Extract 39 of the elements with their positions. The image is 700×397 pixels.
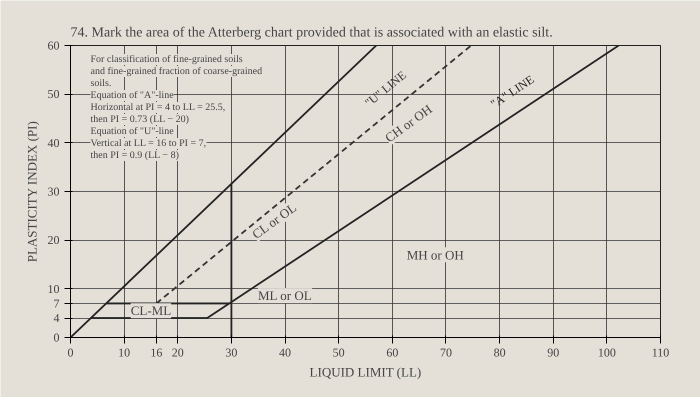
x-tick-label: 110 — [652, 346, 670, 360]
x-tick-label: 10 — [118, 346, 130, 360]
x-tick-label: 50 — [332, 346, 345, 360]
x-tick-label: 70 — [440, 346, 452, 360]
y-tick-label: 50 — [48, 87, 60, 102]
y-tick-label: 0 — [54, 330, 60, 344]
annotation: CL or OL — [249, 200, 300, 242]
x-tick-label: 90 — [547, 346, 560, 360]
x-tick-label: 40 — [279, 346, 292, 360]
annotation: Horizontal at PI = 4 to LL = 25.5, — [90, 102, 226, 113]
y-tick-label: 4 — [54, 311, 60, 326]
annotation: For classification of fine-grained soils — [90, 54, 243, 65]
x-tick-label: 0 — [68, 346, 74, 360]
annotation: Equation of "U"-line — [90, 126, 174, 137]
x-axis-title: LIQUID LIMIT (LL) — [310, 364, 422, 380]
x-tick-label: 16 — [150, 346, 162, 360]
y-tick-label: 60 — [48, 38, 60, 52]
x-tick-label: 60 — [386, 346, 398, 360]
y-tick-label: 30 — [48, 184, 60, 198]
y-axis-title: PLASTICITY INDEX (PI) — [24, 121, 40, 262]
x-tick-label: 30 — [225, 346, 238, 360]
x-tick-label: 80 — [494, 346, 506, 360]
annotation: then PI = 0.73 (LL − 20) — [90, 114, 189, 125]
y-tick-label: 10 — [48, 282, 60, 296]
annotation: Vertical at LL = 16 to PI = 7, — [90, 138, 206, 149]
x-tick-label: 100 — [598, 346, 616, 360]
annotation: and fine-grained fraction of coarse-grained — [90, 66, 262, 77]
y-tick-label: 20 — [48, 233, 60, 248]
annotation: Equation of "A"-line — [90, 90, 174, 101]
annotation: then PI = 0.9 (LL − 8) — [90, 150, 179, 161]
annotation: MH or OH — [406, 247, 464, 262]
y-tick-label: 7 — [54, 296, 60, 310]
annotation: ML or OL — [258, 288, 312, 304]
annotation: CL-ML — [130, 303, 172, 318]
chart-title: 74. Mark the area of the Atterberg chart provided that is associated with an elastic silt. — [70, 26, 553, 40]
y-tick-label: 40 — [48, 136, 60, 150]
annotation: CH or OH — [382, 101, 435, 146]
x-tick-label: 20 — [172, 346, 184, 360]
annotation: soils. — [90, 78, 112, 89]
